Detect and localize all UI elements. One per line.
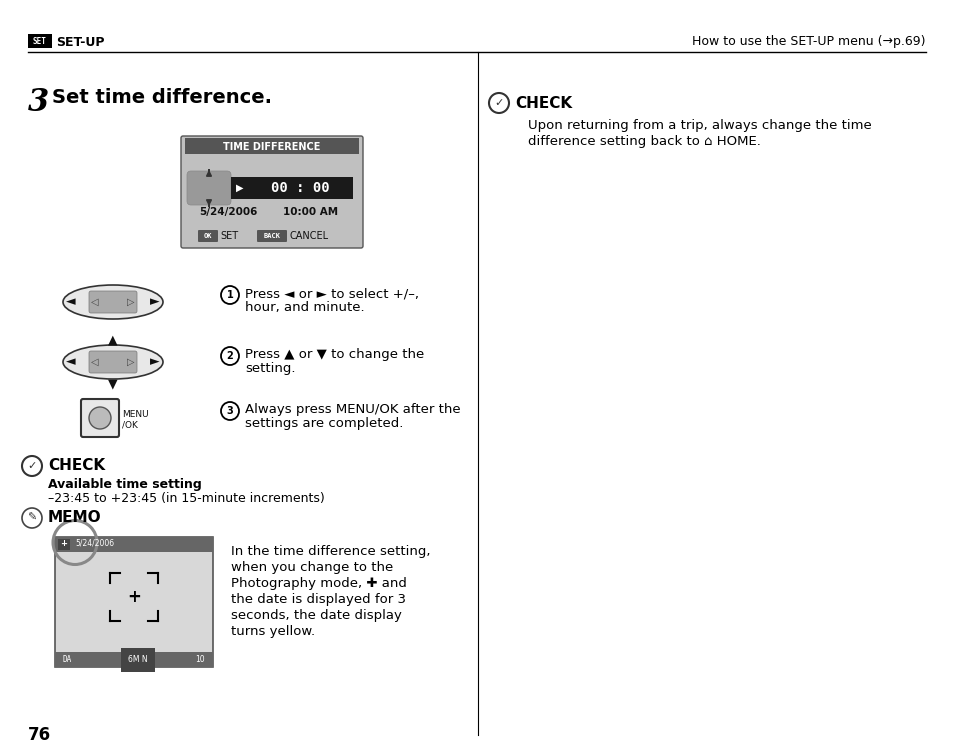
Text: ✓: ✓: [28, 461, 36, 471]
Text: seconds, the date display: seconds, the date display: [231, 609, 401, 623]
Text: 3: 3: [227, 406, 233, 416]
Text: 3: 3: [28, 87, 50, 118]
Text: ►: ►: [150, 356, 160, 368]
Text: MEMO: MEMO: [48, 510, 102, 525]
FancyBboxPatch shape: [55, 652, 213, 667]
Text: ◁: ◁: [91, 297, 99, 307]
Text: OK: OK: [204, 233, 212, 239]
Text: CHECK: CHECK: [515, 95, 572, 110]
FancyBboxPatch shape: [28, 34, 52, 48]
Text: MENU: MENU: [122, 411, 149, 420]
Text: ◁: ◁: [91, 357, 99, 367]
Text: when you change to the: when you change to the: [231, 562, 393, 575]
Circle shape: [22, 508, 42, 528]
Text: ▼: ▼: [108, 378, 117, 390]
FancyBboxPatch shape: [187, 171, 231, 205]
Text: difference setting back to ⌂ HOME.: difference setting back to ⌂ HOME.: [527, 134, 760, 147]
Circle shape: [221, 347, 239, 365]
Text: ◄: ◄: [66, 295, 75, 309]
Circle shape: [22, 456, 42, 476]
FancyBboxPatch shape: [231, 177, 353, 199]
Text: 5/24/2006: 5/24/2006: [75, 539, 114, 548]
Text: ▶: ▶: [235, 183, 243, 193]
Text: SET: SET: [220, 231, 238, 241]
Text: Always press MENU/OK after the: Always press MENU/OK after the: [245, 403, 460, 417]
Text: ✎: ✎: [28, 513, 36, 523]
Text: 10:00 AM: 10:00 AM: [283, 207, 337, 217]
Text: CANCEL: CANCEL: [290, 231, 329, 241]
Circle shape: [89, 407, 111, 429]
FancyBboxPatch shape: [256, 230, 287, 242]
Text: +: +: [60, 539, 68, 548]
Text: SET-UP: SET-UP: [56, 35, 105, 48]
Text: BACK: BACK: [263, 233, 280, 239]
Text: CHECK: CHECK: [48, 458, 105, 473]
FancyBboxPatch shape: [89, 351, 137, 373]
Text: ▷: ▷: [127, 297, 134, 307]
Text: Set time difference.: Set time difference.: [52, 88, 272, 107]
Text: 76: 76: [28, 726, 51, 744]
Text: ▲: ▲: [108, 334, 117, 347]
FancyBboxPatch shape: [89, 291, 137, 313]
Text: DA: DA: [63, 655, 72, 664]
Text: –23:45 to +23:45 (in 15-minute increments): –23:45 to +23:45 (in 15-minute increment…: [48, 492, 324, 506]
Text: 1: 1: [227, 290, 233, 300]
Text: How to use the SET-UP menu (→p.69): How to use the SET-UP menu (→p.69): [692, 35, 925, 48]
FancyBboxPatch shape: [198, 230, 218, 242]
Text: Upon returning from a trip, always change the time: Upon returning from a trip, always chang…: [527, 119, 871, 131]
Ellipse shape: [63, 345, 163, 379]
Text: /OK: /OK: [122, 421, 138, 430]
Text: 6M N: 6M N: [128, 655, 148, 664]
FancyBboxPatch shape: [55, 537, 213, 667]
Text: Available time setting: Available time setting: [48, 479, 201, 492]
FancyBboxPatch shape: [185, 138, 358, 154]
Text: 10: 10: [195, 655, 205, 664]
Text: SET: SET: [33, 36, 47, 45]
Text: 2: 2: [227, 351, 233, 361]
Text: ►: ►: [150, 295, 160, 309]
Ellipse shape: [63, 285, 163, 319]
Text: ▷: ▷: [127, 357, 134, 367]
FancyBboxPatch shape: [181, 136, 363, 248]
Text: ◄: ◄: [66, 356, 75, 368]
Text: Press ▲ or ▼ to change the: Press ▲ or ▼ to change the: [245, 349, 424, 362]
Circle shape: [221, 402, 239, 420]
Text: Photography mode, ✚ and: Photography mode, ✚ and: [231, 578, 406, 590]
Text: setting.: setting.: [245, 362, 295, 375]
Circle shape: [489, 93, 509, 113]
Text: settings are completed.: settings are completed.: [245, 418, 403, 430]
Text: the date is displayed for 3: the date is displayed for 3: [231, 593, 406, 606]
FancyBboxPatch shape: [58, 539, 70, 550]
Text: In the time difference setting,: In the time difference setting,: [231, 546, 430, 559]
Text: +: +: [127, 588, 141, 606]
Text: TIME DIFFERENCE: TIME DIFFERENCE: [223, 142, 320, 152]
Text: Press ◄ or ► to select +/–,: Press ◄ or ► to select +/–,: [245, 288, 418, 300]
Text: ✓: ✓: [494, 98, 503, 108]
Circle shape: [221, 286, 239, 304]
Text: turns yellow.: turns yellow.: [231, 625, 314, 639]
Text: 00 : 00: 00 : 00: [271, 181, 329, 195]
Text: 5/24/2006: 5/24/2006: [199, 207, 257, 217]
FancyBboxPatch shape: [81, 399, 119, 437]
FancyBboxPatch shape: [55, 537, 213, 552]
Text: hour, and minute.: hour, and minute.: [245, 301, 364, 315]
